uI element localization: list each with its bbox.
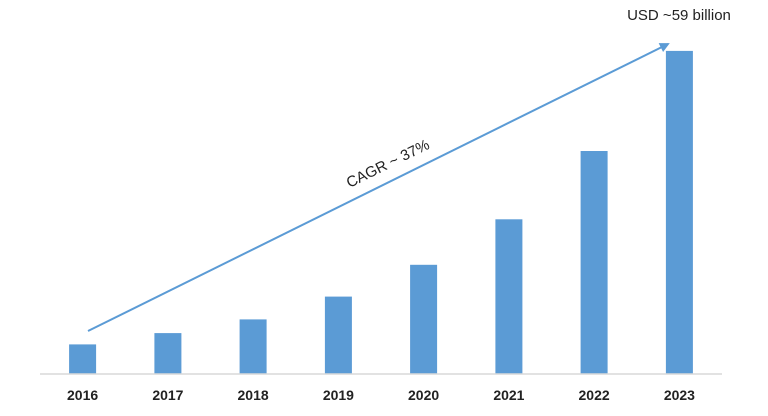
x-tick-label-2018: 2018 [238, 387, 269, 403]
bar-2017 [154, 333, 182, 375]
x-tick-label-2021: 2021 [493, 387, 524, 403]
x-tick-label-2019: 2019 [323, 387, 354, 403]
bar-2018 [239, 319, 267, 374]
x-tick-label-2020: 2020 [408, 387, 439, 403]
bar-2016 [69, 344, 97, 374]
x-tick-label-2017: 2017 [152, 387, 183, 403]
bar-2019 [324, 296, 352, 374]
bar-2022 [580, 151, 608, 374]
bars-layer [69, 50, 693, 375]
bar-2023 [665, 50, 693, 375]
x-tick-label-2016: 2016 [67, 387, 98, 403]
bar-2020 [410, 264, 438, 374]
bar-2021 [495, 219, 523, 374]
cagr-trend-arrow [87, 43, 670, 332]
end-value-label: USD ~59 billion [627, 7, 731, 24]
x-tick-label-2022: 2022 [579, 387, 610, 403]
x-axis-tick-labels: 2016 2017 2018 2019 2020 2021 2022 2023 [67, 387, 695, 403]
x-tick-label-2023: 2023 [664, 387, 695, 403]
